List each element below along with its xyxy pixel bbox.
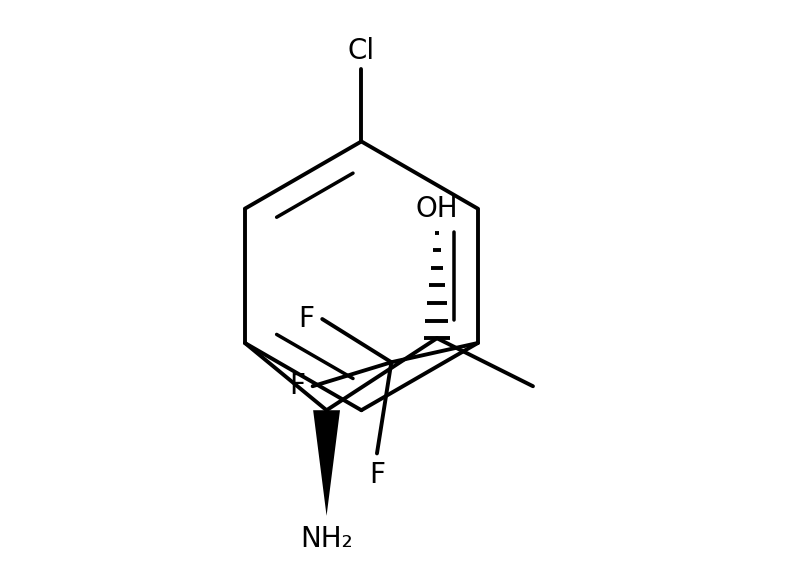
Text: NH₂: NH₂ bbox=[300, 526, 353, 553]
Text: F: F bbox=[369, 461, 385, 489]
Polygon shape bbox=[313, 410, 340, 516]
Text: F: F bbox=[289, 372, 305, 400]
Text: F: F bbox=[299, 305, 314, 333]
Text: OH: OH bbox=[415, 195, 459, 223]
Text: Cl: Cl bbox=[348, 36, 375, 65]
